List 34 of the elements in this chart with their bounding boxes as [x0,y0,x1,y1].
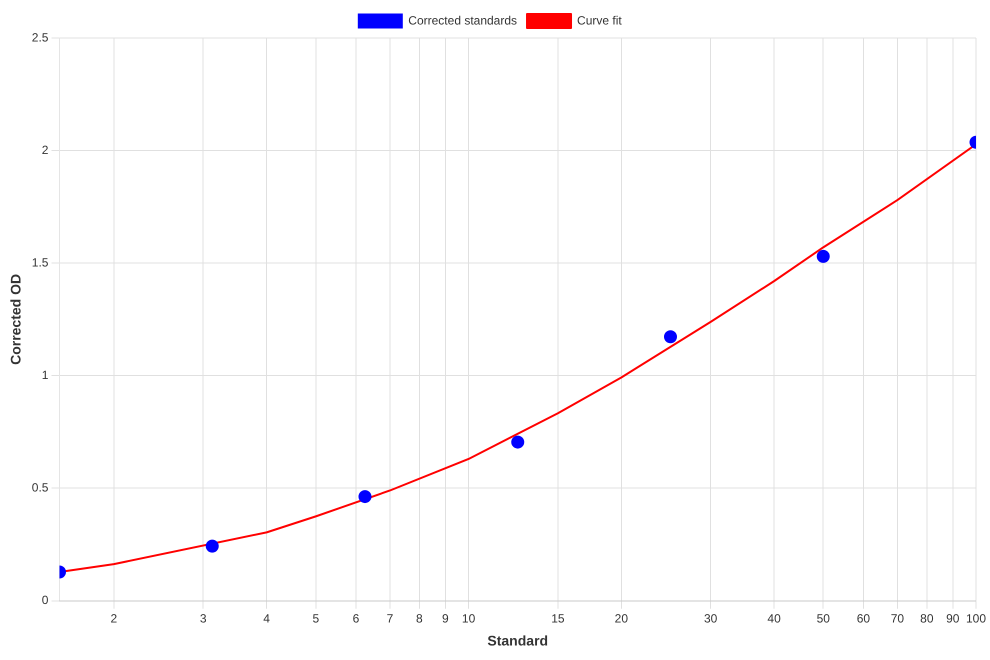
x-tick-label: 70 [890,611,904,626]
x-tick-label: 3 [200,611,207,626]
x-tick-label: 30 [704,611,718,626]
point [206,540,219,553]
x-tick-label: 8 [416,611,424,626]
y-tick-label: 2 [42,142,49,157]
y-tick-label: 1.5 [32,255,49,270]
x-tick-label: 90 [946,611,960,626]
x-tick-label: 2 [110,611,118,626]
point [358,490,372,504]
x-tick-label: 9 [442,611,450,626]
x-tick-label: 80 [920,611,934,626]
point [511,436,524,449]
y-tick-label: 0.5 [32,480,49,495]
y-tick-label: 0 [42,593,49,608]
x-tick-label: 15 [551,611,565,626]
x-tick-label: 10 [462,611,476,626]
y-axis-title: Corrected OD [7,274,24,365]
x-tick-label: 20 [614,611,628,626]
point [816,250,830,263]
x-tick-label: 4 [263,611,270,626]
legend-label: Corrected standards [408,13,518,28]
point [664,330,677,344]
x-tick-label: 5 [312,611,320,626]
x-tick-label: 7 [386,611,394,626]
x-tick-label: 6 [352,611,360,626]
y-tick-label: 1 [42,368,49,382]
y-tick-label: 2.5 [32,30,49,44]
x-tick-label: 50 [816,611,830,626]
x-tick-label: 60 [856,611,870,626]
x-tick-label: 40 [767,611,782,626]
legend-label: Curve fit [577,13,622,28]
x-tick-label: 100 [966,611,986,626]
x-axis-title: Standard [487,632,548,648]
